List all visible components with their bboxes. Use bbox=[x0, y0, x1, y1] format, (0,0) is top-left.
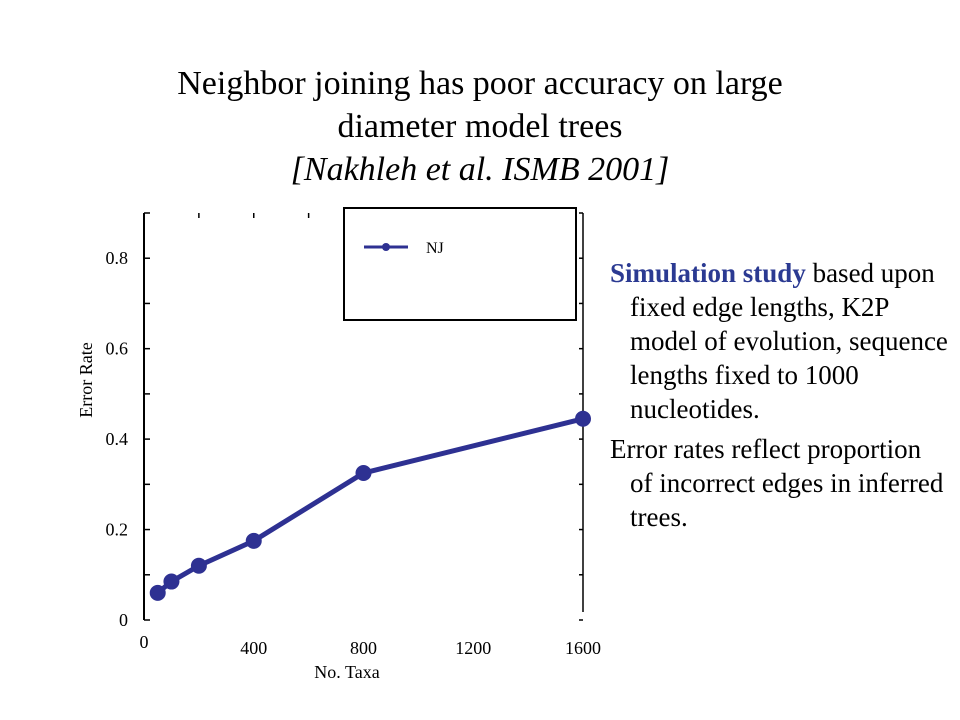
legend-box bbox=[343, 207, 577, 321]
data-point-nj bbox=[355, 465, 372, 482]
x-tick-label: 800 bbox=[350, 638, 377, 658]
y-axis-title: Error Rate bbox=[76, 342, 96, 417]
chart-series bbox=[149, 410, 591, 601]
x-axis-title: No. Taxa bbox=[314, 662, 379, 682]
y-tick-label: 0.2 bbox=[106, 520, 129, 540]
x-tick-label: 1600 bbox=[565, 638, 601, 658]
paragraph-simulation: Simulation study based upon fixed edge l… bbox=[610, 256, 950, 426]
x-tick-label: 400 bbox=[240, 638, 267, 658]
data-point-nj bbox=[245, 532, 262, 549]
legend-label: NJ bbox=[426, 240, 444, 257]
data-point-nj bbox=[190, 557, 207, 574]
title-citation: [Nakhleh et al. ISMB 2001] bbox=[290, 151, 670, 188]
title-line-1: Neighbor joining has poor accuracy on la… bbox=[177, 65, 783, 102]
x-tick-label: 0 bbox=[140, 632, 149, 652]
legend: NJ bbox=[343, 207, 577, 321]
y-tick-label: 0.6 bbox=[106, 339, 129, 359]
slide-title: Neighbor joining has poor accuracy on la… bbox=[0, 62, 960, 191]
data-point-nj bbox=[163, 573, 180, 590]
x-tick-label: 1200 bbox=[455, 638, 491, 658]
simulation-study-highlight: Simulation study bbox=[610, 258, 806, 288]
data-point-nj bbox=[575, 410, 591, 427]
y-tick-label: 0.4 bbox=[106, 429, 129, 449]
y-tick-label: 0 bbox=[119, 610, 128, 630]
paragraph-error-rates: Error rates reflect proportion of incorr… bbox=[610, 434, 944, 532]
data-point-nj bbox=[149, 584, 166, 601]
title-line-2: diameter model trees bbox=[337, 108, 623, 145]
legend-marker bbox=[382, 243, 390, 251]
y-tick-label: 0.8 bbox=[106, 248, 129, 268]
simulation-study-text: based upon fixed edge lengths, K2P model… bbox=[630, 258, 948, 424]
side-text: Simulation study based upon fixed edge l… bbox=[610, 256, 950, 540]
series-line-nj bbox=[156, 416, 584, 595]
chart-tick-labels: 0 0.2 0.4 0.6 0.8 0 400 800 1200 1600 bbox=[106, 248, 602, 658]
